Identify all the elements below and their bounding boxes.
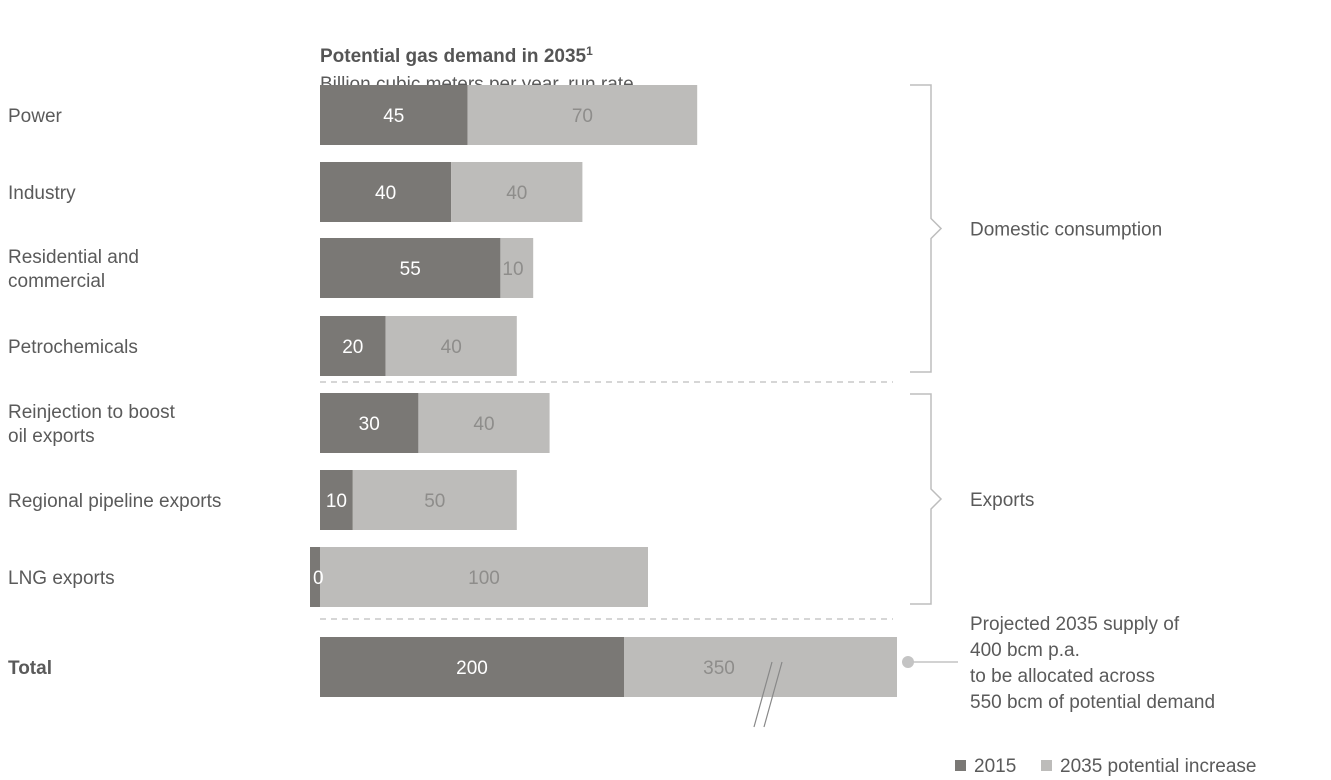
group-separators: [320, 381, 893, 620]
category-label-line: Petrochemicals: [8, 337, 138, 358]
group-label-domestic-consumption: Domestic consumption: [970, 220, 1162, 241]
group-brace-exports: [910, 393, 943, 605]
chart-title-footnote: 1: [586, 44, 593, 58]
data-label-2015-industry: 40: [375, 183, 396, 204]
bar-2015-petrochemicals: [320, 316, 386, 376]
bar-2035-increase-regional-pipeline-exports: [352, 470, 517, 530]
category-label-line: Power: [8, 106, 63, 127]
legend-swatch-2035-increase: [1041, 760, 1052, 771]
annotation-line: to be allocated across: [970, 666, 1155, 687]
category-label-residential-and-commercial: Residential and commercial: [8, 247, 139, 292]
bar-2015-lng-exports: [310, 547, 320, 607]
bar-2035-increase-power: [467, 85, 698, 145]
annotation-line: 550 bcm of potential demand: [970, 692, 1215, 713]
axis-break-mark: [763, 661, 783, 728]
annotation-line: Projected 2035 supply of: [970, 614, 1180, 635]
category-label-power: Power: [8, 106, 63, 127]
chart-title-text: Potential gas demand in 2035: [320, 46, 587, 67]
bar-2015-power: [320, 85, 468, 145]
data-label-2035-increase-regional-pipeline-exports: 50: [424, 491, 445, 512]
data-label-2015-power: 45: [383, 106, 404, 127]
bar-2015-residential-and-commercial: [320, 238, 501, 298]
data-label-2035-increase-residential-and-commercial: 10: [502, 259, 523, 280]
total-annotation: Projected 2035 supply of 400 bcm p.a. to b…: [902, 614, 1215, 713]
category-label-line: commercial: [8, 271, 105, 292]
bar-2015-regional-pipeline-exports: [320, 470, 353, 530]
group-braces: Domestic consumption Exports: [910, 84, 1162, 605]
category-label-line: Reinjection to boost: [8, 402, 176, 423]
bar-2015-total: [320, 637, 624, 697]
bar-2035-increase-reinjection-to-boost-oil-exports: [418, 393, 550, 453]
axis-break-mark: [753, 661, 773, 728]
data-label-2015-residential-and-commercial: 55: [400, 259, 421, 280]
data-label-2015-lng-exports: 0: [313, 568, 324, 589]
data-label-2015-total: 200: [456, 658, 488, 679]
category-label-lng-exports: LNG exports: [8, 568, 115, 589]
annotation-text: Projected 2035 supply of 400 bcm p.a. to b…: [970, 614, 1215, 713]
bar-2015-reinjection-to-boost-oil-exports: [320, 393, 419, 453]
legend: 2015 2035 potential increase: [955, 756, 1256, 777]
group-label-exports: Exports: [970, 490, 1034, 511]
category-label-line: Industry: [8, 183, 76, 204]
category-label-industry: Industry: [8, 183, 76, 204]
group-brace-domestic-consumption: [910, 84, 943, 373]
data-label-2035-increase-total: 350: [703, 658, 735, 679]
data-label-2015-petrochemicals: 20: [342, 337, 363, 358]
category-label-regional-pipeline-exports: Regional pipeline exports: [8, 491, 221, 512]
data-label-2015-reinjection-to-boost-oil-exports: 30: [359, 414, 380, 435]
category-label-petrochemicals: Petrochemicals: [8, 337, 138, 358]
data-label-2035-increase-lng-exports: 100: [468, 568, 500, 589]
annotation-line: 400 bcm p.a.: [970, 640, 1080, 661]
legend-label-2035-increase: 2035 potential increase: [1060, 756, 1256, 777]
category-label-total: Total: [8, 658, 52, 679]
bar-2035-increase-total: [624, 637, 897, 697]
category-label-line: Residential and: [8, 247, 139, 268]
data-label-2035-increase-power: 70: [572, 106, 593, 127]
bar-2035-increase-industry: [451, 162, 583, 222]
category-label-line: Regional pipeline exports: [8, 491, 221, 512]
bar-2035-increase-residential-and-commercial: [500, 238, 534, 298]
category-label-reinjection-to-boost-oil-exports: Reinjection to boost oil exports: [8, 402, 176, 447]
bar-2035-increase-petrochemicals: [385, 316, 517, 376]
category-label-line: LNG exports: [8, 568, 115, 589]
legend-label-2015: 2015: [974, 756, 1016, 777]
chart-title: Potential gas demand in 20351: [320, 44, 593, 67]
data-label-2015-regional-pipeline-exports: 10: [326, 491, 347, 512]
data-label-2035-increase-petrochemicals: 40: [441, 337, 462, 358]
data-label-2035-increase-industry: 40: [506, 183, 527, 204]
bar-2035-increase-lng-exports: [320, 547, 648, 607]
data-label-2035-increase-reinjection-to-boost-oil-exports: 40: [473, 414, 494, 435]
category-label-line: Total: [8, 658, 52, 679]
bar-2015-industry: [320, 162, 452, 222]
legend-swatch-2015: [955, 760, 966, 771]
bars: 45 70 40 40 55 10 20 40 30 40 10 50 0 100 200 350: [310, 85, 897, 728]
category-label-line: oil exports: [8, 426, 95, 447]
category-labels: Power Industry Residential and commercial Pe…: [8, 106, 221, 679]
